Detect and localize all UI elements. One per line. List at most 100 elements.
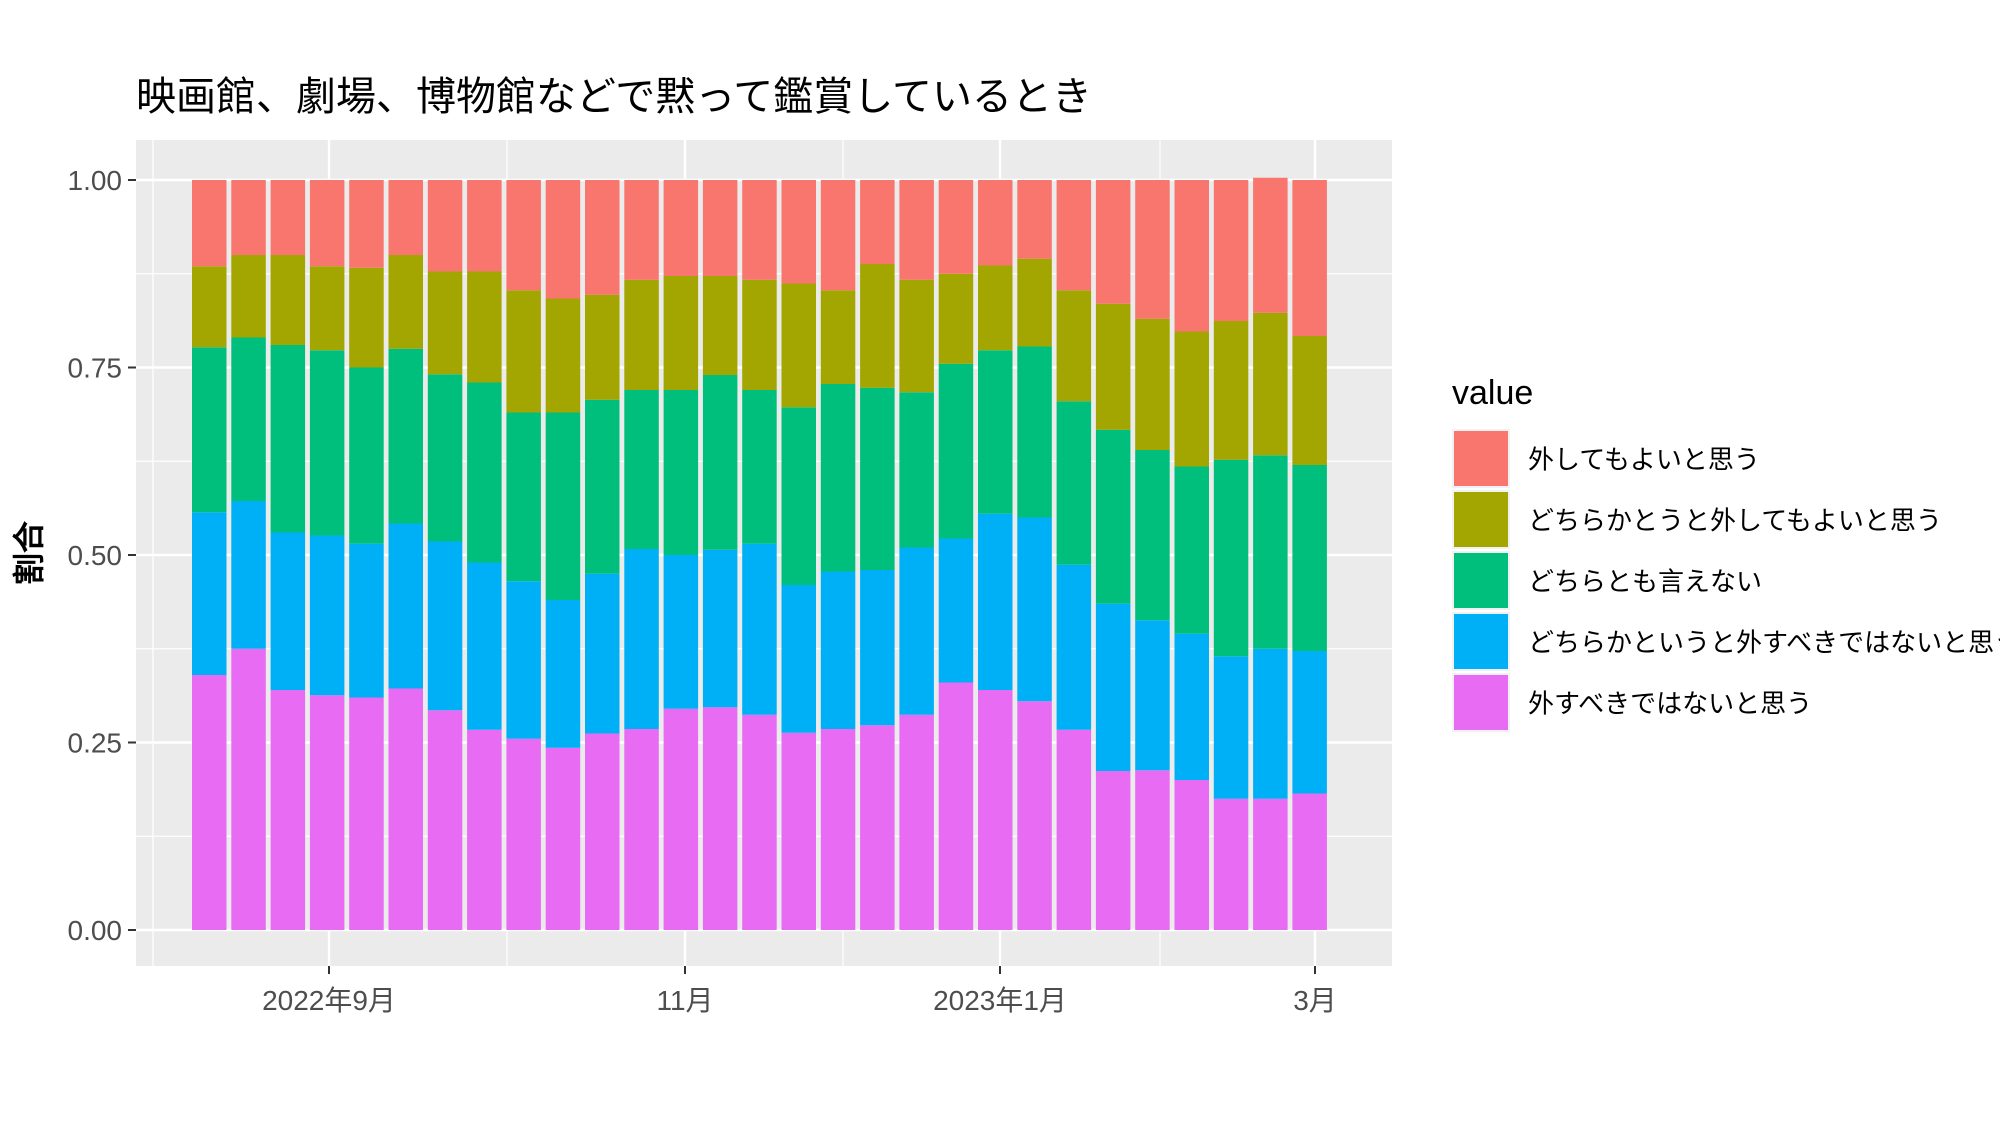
bar-segment	[1135, 770, 1170, 930]
legend-key	[1454, 553, 1508, 608]
bar-segment	[860, 725, 895, 930]
legend-label: どちらかというと外すべきではないと思う	[1528, 629, 2000, 659]
bar-segment	[1253, 648, 1288, 799]
bar-segment	[388, 523, 423, 689]
bar-segment	[192, 512, 227, 675]
bar-segment	[467, 382, 502, 563]
bar-segment	[1292, 465, 1327, 651]
bar-segment	[938, 538, 974, 683]
bar-segment	[585, 294, 620, 400]
bar-segment	[270, 690, 306, 930]
bar-segment	[860, 264, 895, 388]
bar-segment	[1135, 180, 1170, 319]
bar-segment	[545, 298, 581, 413]
bar-segment	[781, 585, 816, 733]
bar-segment	[545, 747, 581, 930]
bar-segment	[820, 290, 856, 384]
bar-segment	[860, 570, 895, 726]
bar-segment	[1095, 603, 1131, 771]
bar-segment	[1213, 656, 1249, 799]
bar-segment	[270, 255, 306, 345]
bar-segment	[860, 180, 895, 264]
bar-segment	[388, 180, 423, 255]
bar-segment	[1174, 780, 1209, 930]
bar-segment	[978, 690, 1013, 930]
bar-segment	[585, 573, 620, 734]
bar-segment	[978, 180, 1013, 266]
x-tick-label: 11月	[656, 985, 713, 1016]
legend-key	[1454, 431, 1508, 486]
bar-segment	[349, 367, 384, 544]
bar-segment	[663, 390, 699, 555]
y-tick-label: 0.50	[68, 540, 123, 571]
bar-segment	[427, 541, 463, 711]
bar-segment	[702, 549, 738, 708]
bar-segment	[1056, 290, 1092, 402]
bar-segment	[1174, 180, 1209, 332]
bar-segment	[1135, 318, 1170, 450]
bar-segment	[1253, 312, 1288, 456]
bar-segment	[349, 267, 384, 368]
bar-segment	[702, 180, 738, 276]
bar-segment	[545, 412, 581, 600]
bar-segment	[349, 180, 384, 268]
bar-segment	[1095, 180, 1131, 304]
bar-segment	[624, 390, 659, 549]
bar-segment	[1292, 336, 1327, 465]
bar-segment	[192, 347, 227, 513]
bar-segment	[1135, 620, 1170, 771]
bar-segment	[938, 682, 974, 930]
bar-segment	[545, 180, 581, 299]
bar-segment	[270, 532, 306, 690]
bar-segment	[506, 412, 541, 582]
bars	[192, 177, 1327, 930]
legend-label: 外すべきではないと思う	[1528, 690, 1812, 720]
legend-key	[1454, 492, 1508, 547]
bar-segment	[1213, 798, 1249, 930]
bar-segment	[624, 729, 659, 930]
bar-segment	[820, 571, 856, 729]
y-axis-title: 割合	[10, 521, 48, 585]
bar-segment	[1174, 466, 1209, 634]
bar-segment	[938, 273, 974, 364]
bar-segment	[427, 271, 463, 375]
bar-segment	[270, 345, 306, 533]
bar-segment	[1213, 321, 1249, 460]
bar-segment	[585, 180, 620, 295]
bar-segment	[860, 387, 895, 570]
bar-segment	[427, 180, 463, 272]
bar-segment	[938, 180, 974, 274]
bar-segment	[1292, 180, 1327, 336]
bar-segment	[702, 276, 738, 375]
bar-segment	[506, 738, 541, 930]
bar-segment	[1292, 793, 1327, 930]
bar-segment	[270, 180, 306, 255]
bar-segment	[781, 732, 816, 930]
bar-segment	[309, 695, 345, 930]
bar-segment	[663, 276, 699, 390]
bar-segment	[624, 279, 659, 390]
bar-segment	[663, 708, 699, 930]
bar-segment	[820, 180, 856, 291]
bar-segment	[742, 714, 777, 930]
bar-segment	[231, 648, 266, 930]
bar-segment	[506, 180, 541, 291]
bar-segment	[1017, 258, 1052, 347]
bar-segment	[231, 180, 266, 255]
bar-segment	[624, 549, 659, 729]
bar-segment	[1017, 701, 1052, 930]
bar-segment	[899, 714, 934, 930]
bar-segment	[427, 710, 463, 930]
bar-segment	[231, 255, 266, 338]
bar-segment	[1174, 331, 1209, 467]
bar-segment	[978, 513, 1013, 690]
bar-segment	[1135, 450, 1170, 621]
bar-segment	[388, 348, 423, 524]
bar-segment	[545, 600, 581, 748]
bar-segment	[781, 283, 816, 408]
bar-segment	[467, 180, 502, 272]
bar-segment	[1017, 180, 1052, 259]
bar-segment	[309, 350, 345, 536]
legend-label: 外してもよいと思う	[1528, 446, 1760, 476]
